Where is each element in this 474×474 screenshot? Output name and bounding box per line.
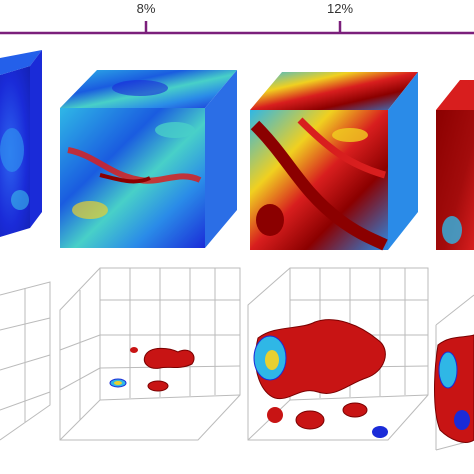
isosurface-blob — [342, 402, 368, 418]
isosurface-panel-4 — [434, 294, 474, 451]
cube-side-face — [30, 50, 42, 228]
cube-top-face — [436, 80, 474, 110]
cube-panel-2 — [60, 70, 237, 248]
isosurface-blob — [147, 380, 169, 392]
isosurface-blob — [265, 350, 279, 370]
cube-top-face — [0, 50, 42, 75]
strain-axis: 8% 12% — [0, 1, 474, 35]
isosurface-blob — [454, 410, 470, 430]
cube-panel-1 — [0, 50, 42, 237]
isosurface-panel-2 — [59, 267, 241, 441]
isosurface-blob — [438, 351, 458, 389]
cube-panel-4 — [436, 80, 474, 250]
isosurface-blob — [130, 347, 138, 353]
cube-top-face — [250, 72, 418, 110]
cube-panel-3 — [250, 72, 418, 251]
isosurface-blob — [295, 410, 325, 430]
isosurface-blob — [143, 347, 195, 369]
cube-front-face — [250, 110, 388, 250]
isosurface-blob — [254, 319, 386, 400]
cube-front-face — [436, 110, 474, 250]
strain-tick-label-8: 8% — [137, 1, 156, 16]
isosurface-panel-1 — [0, 281, 51, 441]
isosurface-panel-3 — [247, 267, 429, 441]
isosurface-blob — [267, 407, 283, 423]
cube-side-face — [388, 72, 418, 250]
strain-tick-label-12: 12% — [327, 1, 353, 16]
cube-side-face — [205, 70, 237, 248]
isosurface-blob — [372, 426, 388, 438]
isosurface-blob — [114, 381, 122, 385]
